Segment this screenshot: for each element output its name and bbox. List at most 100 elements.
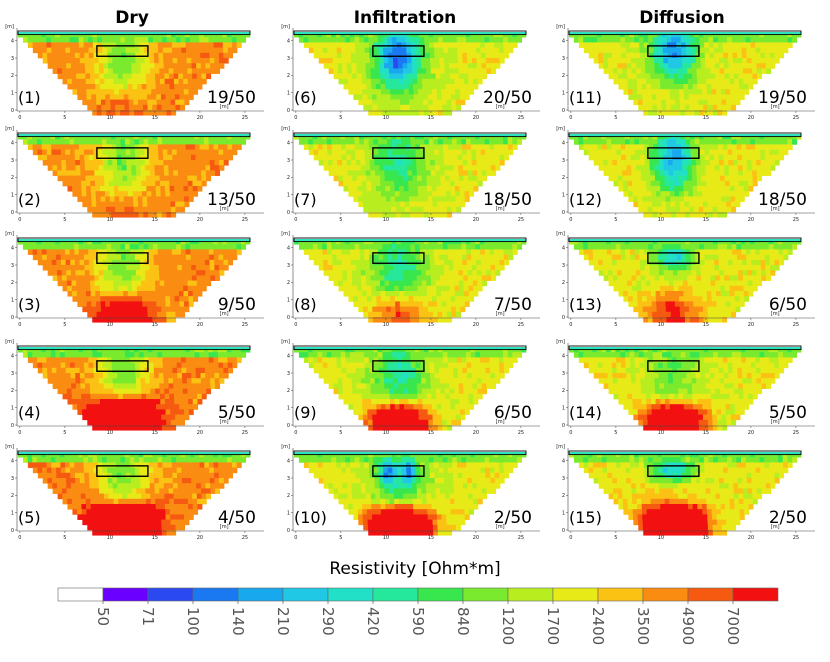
resistivity-cell	[447, 352, 453, 358]
resistivity-cell	[79, 367, 85, 374]
resistivity-cell	[146, 285, 152, 292]
resistivity-cell	[337, 265, 343, 271]
resistivity-cell	[124, 524, 130, 531]
resistivity-cell	[136, 498, 142, 505]
resistivity-cell	[210, 275, 216, 281]
resistivity-cell	[424, 149, 430, 156]
resistivity-cell	[113, 280, 119, 287]
resistivity-cell	[434, 47, 440, 54]
resistivity-cell	[124, 414, 130, 421]
resistivity-cell	[332, 367, 338, 374]
resistivity-cell	[96, 425, 102, 431]
resistivity-cell	[81, 393, 87, 400]
resistivity-cell	[433, 110, 439, 116]
resistivity-cell	[350, 357, 356, 363]
y-tick-label: 3	[11, 158, 14, 164]
resistivity-cell	[215, 275, 221, 281]
resistivity-cell	[392, 362, 398, 369]
resistivity-cell	[171, 462, 177, 468]
resistivity-cell	[459, 291, 465, 297]
panel-fraction: 4/50	[217, 508, 256, 528]
resistivity-cell	[375, 68, 381, 74]
resistivity-cell	[167, 154, 173, 161]
resistivity-cell	[426, 68, 432, 74]
resistivity-cell	[195, 265, 201, 271]
resistivity-cell	[152, 311, 158, 318]
resistivity-cell	[100, 514, 106, 520]
resistivity-cell	[146, 514, 152, 520]
resistivity-cell	[162, 457, 168, 463]
resistivity-cell	[131, 280, 137, 287]
resistivity-cell	[332, 259, 338, 266]
resistivity-cell	[204, 52, 210, 59]
resistivity-cell	[392, 160, 398, 166]
resistivity-cell	[367, 301, 373, 307]
resistivity-cell	[170, 514, 176, 520]
panel-label: (8)	[294, 295, 317, 314]
resistivity-cell	[42, 52, 48, 59]
resistivity-cell	[83, 47, 89, 54]
resistivity-cell	[425, 270, 431, 276]
resistivity-cell	[318, 254, 324, 261]
resistivity-cell	[122, 285, 128, 292]
resistivity-cell	[205, 383, 211, 389]
resistivity-cell	[134, 317, 139, 323]
resistivity-cell	[210, 170, 216, 176]
resistivity-cell	[61, 483, 67, 489]
resistivity-cell	[433, 244, 439, 250]
x-axis-unit: [m]	[496, 104, 505, 110]
resistivity-cell	[76, 504, 82, 510]
resistivity-cell	[129, 425, 135, 431]
resistivity-cell	[143, 212, 149, 218]
resistivity-cell	[430, 58, 436, 64]
resistivity-cell	[115, 110, 121, 116]
resistivity-cell	[178, 504, 184, 510]
resistivity-cell	[170, 99, 176, 106]
resistivity-cell	[148, 467, 154, 474]
resistivity-cell	[61, 488, 67, 494]
surface-band	[18, 134, 250, 137]
resistivity-cell	[112, 383, 118, 389]
resistivity-cell	[394, 89, 400, 95]
x-tick-label: 20	[473, 115, 479, 121]
resistivity-cell	[384, 285, 390, 292]
resistivity-cell	[209, 472, 215, 479]
resistivity-cell	[90, 291, 96, 297]
resistivity-cell	[151, 99, 157, 106]
resistivity-cell	[326, 139, 332, 145]
resistivity-cell	[368, 37, 374, 43]
resistivity-cell	[55, 244, 61, 250]
resistivity-cell	[114, 509, 120, 515]
resistivity-cell	[405, 37, 411, 43]
resistivity-cell	[174, 84, 180, 90]
resistivity-cell	[91, 414, 97, 421]
resistivity-cell	[154, 160, 160, 166]
resistivity-cell	[171, 37, 177, 43]
resistivity-cell	[162, 362, 168, 369]
resistivity-cell	[416, 270, 422, 276]
resistivity-cell	[448, 254, 454, 261]
resistivity-cell	[414, 206, 420, 213]
resistivity-cell	[105, 409, 111, 415]
resistivity-cell	[347, 280, 353, 287]
resistivity-cell	[197, 504, 203, 510]
resistivity-cell	[170, 519, 176, 526]
resistivity-cell	[164, 285, 170, 292]
resistivity-cell	[443, 254, 449, 261]
resistivity-cell	[189, 244, 195, 250]
resistivity-cell	[163, 160, 169, 166]
resistivity-cell	[41, 139, 47, 145]
resistivity-cell	[94, 488, 100, 494]
resistivity-cell	[468, 84, 474, 90]
x-tick-label: 20	[473, 217, 479, 223]
resistivity-cell	[214, 63, 220, 69]
resistivity-cell	[443, 144, 449, 150]
resistivity-cell	[67, 186, 73, 192]
resistivity-cell	[179, 414, 185, 421]
resistivity-cell	[467, 373, 473, 379]
resistivity-cell	[164, 68, 169, 74]
resistivity-cell	[81, 509, 87, 515]
resistivity-cell	[373, 362, 379, 369]
resistivity-cell	[111, 254, 117, 261]
resistivity-cell	[323, 265, 329, 271]
